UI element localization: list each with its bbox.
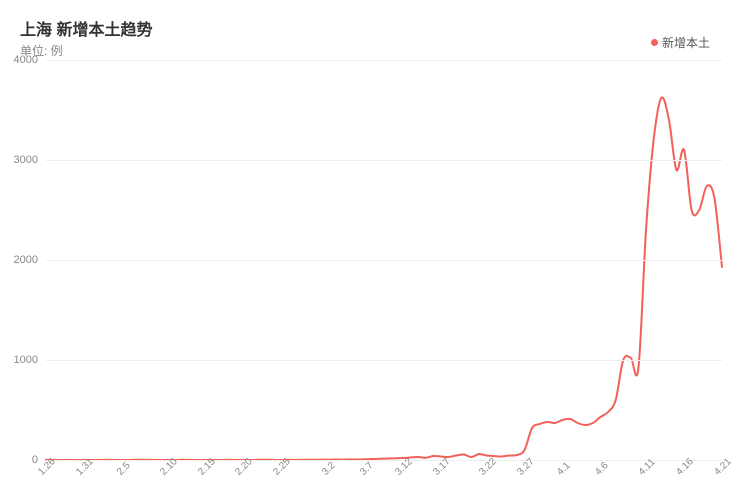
series-line bbox=[46, 97, 722, 460]
x-axis: 1.261.312.52.102.152.202.253.23.73.123.1… bbox=[46, 462, 722, 502]
x-tick-label: 2.5 bbox=[115, 460, 133, 478]
grid-line bbox=[46, 160, 722, 161]
legend-dot bbox=[651, 39, 658, 46]
plot-area bbox=[46, 60, 722, 460]
y-tick-label: 2000 bbox=[14, 254, 38, 266]
grid-line bbox=[46, 460, 722, 461]
y-tick-label: 0 bbox=[32, 454, 38, 466]
chart-legend: 新增本土 bbox=[651, 34, 710, 51]
y-tick-label: 4000 bbox=[14, 54, 38, 66]
chart-container: 上海 新增本土趋势 单位: 例 新增本土 01000200030004000 1… bbox=[0, 0, 734, 502]
x-tick-label: 3.7 bbox=[358, 460, 376, 478]
grid-line bbox=[46, 260, 722, 261]
x-tick-label: 4.6 bbox=[594, 460, 612, 478]
y-axis: 01000200030004000 bbox=[0, 60, 44, 460]
y-tick-label: 1000 bbox=[14, 354, 38, 366]
grid-line bbox=[46, 60, 722, 61]
x-tick-label: 4.1 bbox=[556, 460, 574, 478]
chart-title: 上海 新增本土趋势 bbox=[20, 16, 714, 40]
y-tick-label: 3000 bbox=[14, 154, 38, 166]
x-tick-label: 3.2 bbox=[320, 460, 338, 478]
legend-label: 新增本土 bbox=[662, 34, 710, 51]
grid-line bbox=[46, 360, 722, 361]
chart-subtitle: 单位: 例 bbox=[20, 42, 714, 59]
